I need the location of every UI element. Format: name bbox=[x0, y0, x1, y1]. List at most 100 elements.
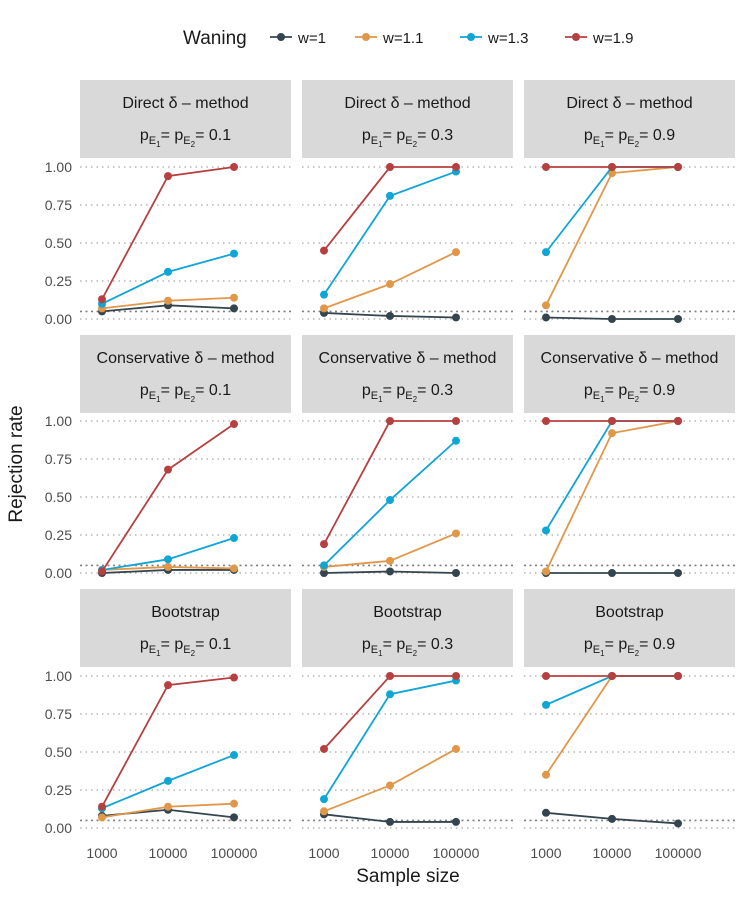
data-point bbox=[230, 799, 238, 808]
x-tick-label: 10000 bbox=[149, 845, 188, 861]
data-point bbox=[230, 673, 238, 682]
series-w=1.1 bbox=[320, 248, 460, 313]
data-point bbox=[542, 672, 550, 680]
series-w=1.9 bbox=[98, 163, 238, 304]
series-w=1.9 bbox=[320, 417, 460, 549]
data-point bbox=[320, 795, 328, 804]
data-point bbox=[320, 561, 328, 570]
data-point bbox=[98, 802, 106, 811]
data-point bbox=[386, 817, 394, 826]
data-point bbox=[164, 555, 172, 564]
legend-item: w=1.3 bbox=[460, 30, 528, 47]
data-point bbox=[230, 304, 238, 313]
data-point bbox=[542, 301, 550, 310]
facet-strip bbox=[302, 589, 513, 667]
data-point bbox=[452, 672, 460, 680]
legend-label: w=1.9 bbox=[592, 30, 633, 47]
legend-key-point bbox=[362, 33, 370, 41]
x-tick-label: 1000 bbox=[86, 845, 117, 861]
data-point bbox=[608, 672, 616, 680]
data-point bbox=[230, 249, 238, 258]
data-point bbox=[386, 417, 394, 425]
data-point bbox=[98, 813, 106, 822]
facet-panel: Direct δ – method pE1= pE2= 0.3 bbox=[302, 80, 513, 322]
x-tick-label: 100000 bbox=[433, 845, 480, 861]
data-point bbox=[452, 248, 460, 257]
y-tick-label: 0.25 bbox=[45, 782, 72, 798]
y-tick-label: 0.75 bbox=[45, 451, 72, 467]
data-point bbox=[320, 744, 328, 753]
series-w=1.1 bbox=[320, 744, 460, 816]
facet-prevalence-label: pE1= pE2= 0.9 bbox=[584, 127, 675, 149]
data-point bbox=[608, 569, 616, 577]
data-point bbox=[542, 567, 550, 576]
data-point bbox=[608, 163, 616, 171]
series-w=1 bbox=[542, 569, 682, 577]
series-line bbox=[101, 423, 235, 572]
data-point bbox=[608, 814, 616, 823]
data-point bbox=[230, 534, 238, 543]
data-point bbox=[98, 295, 106, 304]
facet-panel: Bootstrap pE1= pE2= 0.3 1000 10000 100000 bbox=[302, 589, 513, 861]
series-w=1.9 bbox=[98, 673, 238, 811]
data-point bbox=[386, 781, 394, 790]
y-tick-label: 0.25 bbox=[45, 527, 72, 543]
facet-panels: Direct δ – method pE1= pE2= 0.1 0.00 0.25 0.… bbox=[45, 80, 735, 861]
series-w=1.3 bbox=[320, 167, 460, 299]
x-tick-label: 100000 bbox=[211, 845, 258, 861]
data-point bbox=[674, 417, 682, 425]
facet-prevalence-label: pE1= pE2= 0.1 bbox=[140, 636, 231, 658]
series-line bbox=[323, 748, 457, 813]
data-point bbox=[386, 163, 394, 171]
legend-key-point bbox=[467, 33, 475, 41]
data-point bbox=[386, 496, 394, 505]
y-axis-title: Rejection rate bbox=[6, 405, 27, 522]
y-tick-label: 0.00 bbox=[45, 565, 72, 581]
facet-prevalence-label: pE1= pE2= 0.3 bbox=[362, 382, 453, 404]
data-point bbox=[230, 420, 238, 429]
data-point bbox=[452, 529, 460, 538]
facet-prevalence-label: pE1= pE2= 0.3 bbox=[362, 636, 453, 658]
facet-strip bbox=[302, 80, 513, 158]
y-tick-label: 1.00 bbox=[45, 159, 72, 175]
data-point bbox=[164, 562, 172, 571]
panel-grid bbox=[80, 420, 291, 574]
series-w=1 bbox=[320, 810, 460, 826]
y-tick-label: 0.50 bbox=[45, 744, 72, 760]
data-point bbox=[452, 417, 460, 425]
legend-label: w=1.1 bbox=[382, 30, 423, 47]
facet-method-label: Direct δ – method bbox=[566, 95, 692, 112]
data-point bbox=[674, 672, 682, 680]
facet-strip bbox=[524, 335, 735, 413]
legend-item: w=1.1 bbox=[355, 30, 423, 47]
series-w=1.9 bbox=[320, 163, 460, 255]
facet-method-label: Conservative δ – method bbox=[97, 350, 275, 367]
data-point bbox=[542, 700, 550, 709]
legend-label: w=1.3 bbox=[487, 30, 528, 47]
data-point bbox=[542, 313, 550, 322]
data-point bbox=[674, 315, 682, 323]
series-line bbox=[545, 166, 679, 306]
series-w=1.3 bbox=[98, 249, 238, 308]
facet-strip bbox=[524, 80, 735, 158]
legend-item: w=1 bbox=[270, 30, 326, 47]
data-point bbox=[608, 169, 616, 178]
facet-prevalence-label: pE1= pE2= 0.1 bbox=[140, 382, 231, 404]
x-tick-label: 10000 bbox=[593, 845, 632, 861]
facet-panel: Bootstrap pE1= pE2= 0.9 1000 10000 100000 bbox=[524, 589, 735, 861]
data-point bbox=[386, 311, 394, 320]
y-tick-label: 0.75 bbox=[45, 706, 72, 722]
data-point bbox=[320, 569, 328, 577]
data-point bbox=[452, 569, 460, 577]
series-w=1.3 bbox=[320, 676, 460, 804]
data-point bbox=[98, 567, 106, 576]
data-point bbox=[386, 672, 394, 680]
facet-prevalence-label: pE1= pE2= 0.3 bbox=[362, 127, 453, 149]
data-point bbox=[164, 681, 172, 690]
y-tick-label: 0.00 bbox=[45, 820, 72, 836]
data-point bbox=[542, 248, 550, 257]
series-w=1.1 bbox=[542, 163, 682, 310]
data-point bbox=[452, 436, 460, 445]
data-point bbox=[608, 417, 616, 425]
